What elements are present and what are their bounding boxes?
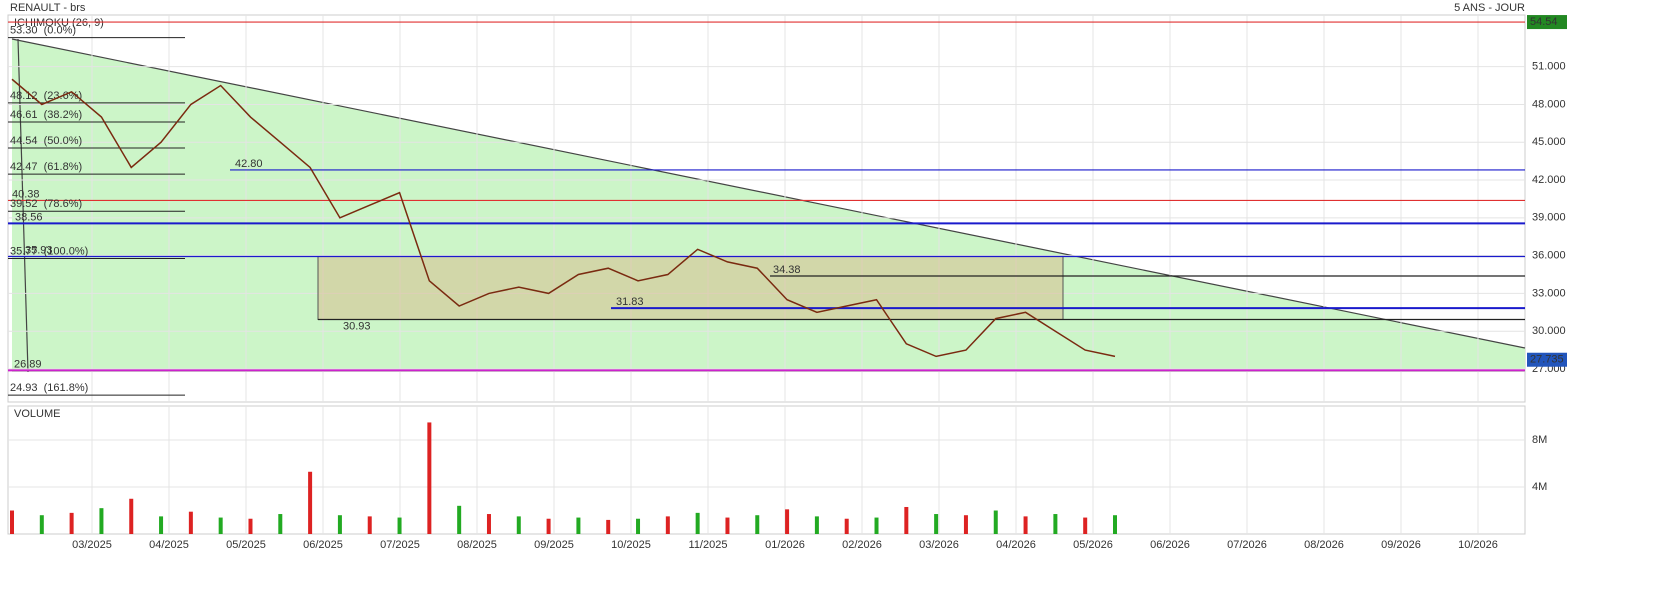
volume-bar xyxy=(665,516,670,534)
indicator-title: ICHIMOKU (26, 9) xyxy=(14,17,104,29)
x-tick-label: 04/2026 xyxy=(996,539,1036,551)
chart-title: RENAULT - brs xyxy=(10,2,86,14)
range-box xyxy=(317,255,1064,320)
volume-bar xyxy=(1113,515,1117,534)
x-tick-label: 08/2025 xyxy=(457,539,497,551)
volume-bar xyxy=(69,512,74,534)
volume-bar xyxy=(934,514,939,534)
level-label: 26.89 xyxy=(14,358,42,370)
level-label: 35.93 xyxy=(25,244,53,256)
level-box xyxy=(1527,15,1567,30)
level-label: 34.38 xyxy=(773,264,801,276)
x-tick-label: 02/2026 xyxy=(842,539,882,551)
y-tick-label: 33.000 xyxy=(1532,287,1566,299)
volume-bar xyxy=(963,515,968,534)
volume-bar xyxy=(636,518,641,534)
x-tick-label: 10/2025 xyxy=(611,539,651,551)
volume-bar xyxy=(844,518,849,534)
period: 5 ANS - JOUR xyxy=(1454,2,1525,14)
trendline xyxy=(11,38,1526,349)
volume-bar xyxy=(576,517,581,534)
x-tick-label: 04/2025 xyxy=(149,539,189,551)
volume-bar xyxy=(427,422,432,534)
volume-bar xyxy=(367,516,372,534)
price-line xyxy=(11,78,1116,358)
fib-label: 46.61 (38.2%) xyxy=(10,109,82,121)
volume-bar xyxy=(904,506,909,534)
fib-label: 35.77 (100.0%) xyxy=(10,245,88,257)
volume-pane xyxy=(7,405,1526,535)
x-tick-label: 05/2026 xyxy=(1073,539,1113,551)
x-tick-label: 09/2025 xyxy=(534,539,574,551)
x-tick-label: 06/2026 xyxy=(1150,539,1190,551)
trendline xyxy=(17,38,29,373)
x-tick-label: 09/2026 xyxy=(1381,539,1421,551)
y-tick-label: 42.000 xyxy=(1532,174,1566,186)
volume-bar xyxy=(993,510,998,534)
volume-bar xyxy=(814,516,819,534)
volume-bar xyxy=(1053,514,1058,534)
volume-bar xyxy=(218,517,223,534)
volume-bar xyxy=(188,511,193,534)
volume-bar xyxy=(248,518,253,534)
volume-bar xyxy=(10,510,14,534)
fib-label: 39.52 (78.6%) xyxy=(10,198,82,210)
x-tick-label: 01/2026 xyxy=(765,539,805,551)
volume-title: VOLUME xyxy=(14,408,60,420)
volume-bar xyxy=(1083,517,1088,534)
level-label: 54.54 xyxy=(1530,16,1558,28)
level-label: 31.83 xyxy=(616,296,644,308)
y-tick-label: 30.000 xyxy=(1532,325,1566,337)
volume-bar xyxy=(278,514,283,534)
volume-bar xyxy=(546,518,551,534)
fib-label: 42.47 (61.8%) xyxy=(10,161,82,173)
y-tick-label: 45.000 xyxy=(1532,136,1566,148)
volume-bar xyxy=(39,515,44,534)
x-tick-label: 07/2025 xyxy=(380,539,420,551)
y-tick-label: 4M xyxy=(1532,481,1547,493)
volume-bar xyxy=(695,512,700,534)
volume-bar xyxy=(516,516,521,534)
last-price-box xyxy=(1527,352,1567,367)
volume-bar xyxy=(99,508,104,534)
volume-bar xyxy=(725,517,730,534)
fib-label: 44.54 (50.0%) xyxy=(10,135,82,147)
volume-bar xyxy=(486,514,491,534)
volume-bar xyxy=(337,515,342,534)
y-tick-label: 8M xyxy=(1532,434,1547,446)
level-label: 42.80 xyxy=(235,158,263,170)
x-tick-label: 06/2025 xyxy=(303,539,343,551)
last-price-label: 27.735 xyxy=(1530,354,1564,366)
volume-bar xyxy=(606,519,611,534)
fib-label: 53.30 (0.0%) xyxy=(10,25,76,37)
y-tick-label: 39.000 xyxy=(1532,212,1566,224)
x-tick-label: 08/2026 xyxy=(1304,539,1344,551)
volume-bar xyxy=(129,498,134,534)
level-label: 40.38 xyxy=(12,188,40,200)
y-tick-label: 36.000 xyxy=(1532,250,1566,262)
x-tick-label: 03/2025 xyxy=(72,539,112,551)
level-label: 38.56 xyxy=(15,211,43,223)
volume-bar xyxy=(308,471,313,534)
x-tick-label: 11/2025 xyxy=(689,539,728,551)
volume-bar xyxy=(159,516,164,534)
level-label: 30.93 xyxy=(343,320,371,332)
volume-bar xyxy=(1023,516,1028,534)
volume-bar xyxy=(397,517,402,534)
volume-bar xyxy=(755,515,760,534)
x-tick-label: 05/2025 xyxy=(226,539,266,551)
y-tick-label: 51.000 xyxy=(1532,61,1566,73)
volume-bar xyxy=(874,517,879,534)
x-tick-label: 03/2026 xyxy=(919,539,959,551)
volume-bar xyxy=(457,505,462,534)
fib-label: 24.93 (161.8%) xyxy=(10,382,88,394)
x-tick-label: 07/2026 xyxy=(1227,539,1267,551)
x-tick-label: 10/2026 xyxy=(1458,539,1498,551)
volume-bar xyxy=(785,509,790,534)
y-tick-label: 48.000 xyxy=(1532,98,1566,110)
